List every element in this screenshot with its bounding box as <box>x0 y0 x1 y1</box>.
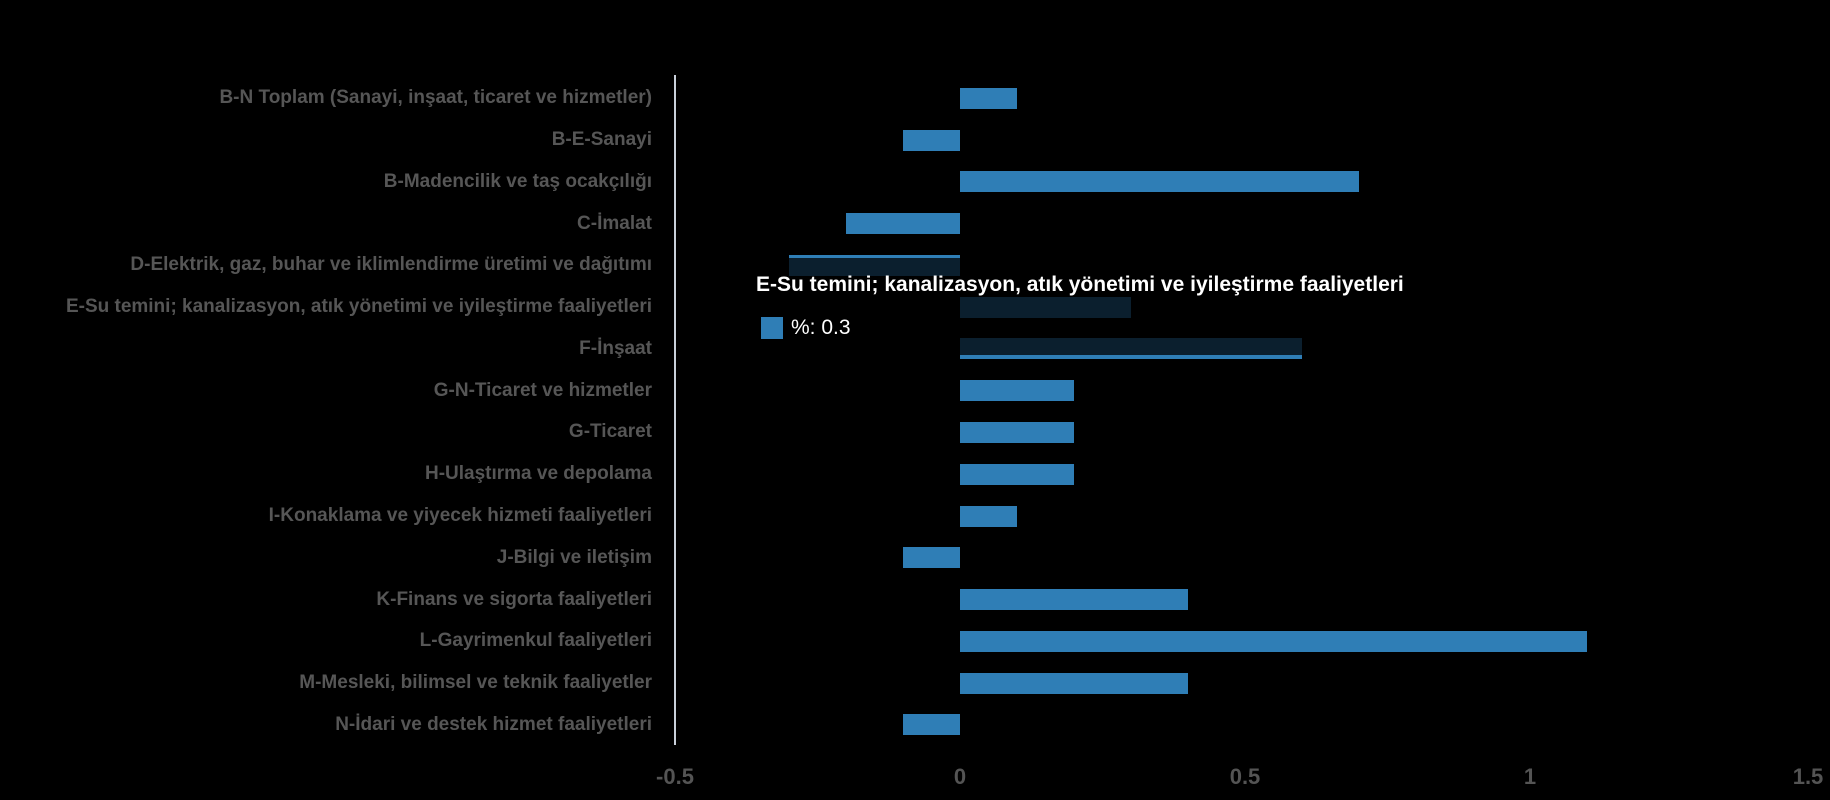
x-tick-label: 1.5 <box>1792 764 1824 789</box>
bar[interactable] <box>846 213 960 235</box>
bar[interactable] <box>960 589 1188 611</box>
bar[interactable] <box>960 380 1074 402</box>
category-label: H-Ulaştırma ve depolama <box>424 463 652 485</box>
bar[interactable] <box>903 129 960 151</box>
bar[interactable] <box>960 672 1188 694</box>
tooltip-title: E-Su temini; kanalizasyon, atık yönetimi… <box>756 273 1404 296</box>
category-label: D-Elektrik, gaz, buhar ve iklimlendirme … <box>130 254 652 276</box>
x-tick-label: -0.5 <box>656 764 694 789</box>
category-label: C-İmalat <box>577 212 652 234</box>
category-label: G-Ticaret <box>568 421 652 443</box>
category-label: E-Su temini; kanalizasyon, atık yönetimi… <box>65 296 652 318</box>
category-label: I-Konaklama ve yiyecek hizmeti faaliyetl… <box>268 505 652 526</box>
category-label: L-Gayrimenkul faaliyetleri <box>419 630 652 652</box>
bar[interactable] <box>960 87 1017 109</box>
category-label: B-N Toplam (Sanayi, inşaat, ticaret ve h… <box>219 87 652 109</box>
bar[interactable] <box>960 505 1017 527</box>
bar[interactable] <box>903 714 960 736</box>
bar[interactable] <box>960 171 1359 193</box>
category-label: M-Mesleki, bilimsel ve teknik faaliyetle… <box>299 672 652 694</box>
x-tick-label: 0 <box>953 764 967 789</box>
category-label: K-Finans ve sigorta faaliyetleri <box>376 588 652 610</box>
category-label: B-Madencilik ve taş ocakçılığı <box>383 170 652 192</box>
tooltip-row: %: 0.3 <box>761 316 1504 340</box>
x-tick-label: 0.5 <box>1229 764 1261 789</box>
y-axis-line <box>674 75 676 745</box>
tooltip: E-Su temini; kanalizasyon, atık yönetimi… <box>748 258 1512 355</box>
bar[interactable] <box>960 421 1074 443</box>
category-label: N-İdari ve destek hizmet faaliyetleri <box>335 713 652 735</box>
tooltip-value: %: 0.3 <box>791 316 851 339</box>
category-label: J-Bilgi ve iletişim <box>496 546 652 568</box>
category-label: G-N-Ticaret ve hizmetler <box>433 379 652 401</box>
bar[interactable] <box>903 547 960 569</box>
bar[interactable] <box>960 630 1587 652</box>
category-label: F-İnşaat <box>579 337 652 359</box>
x-tick-label: 1 <box>1523 764 1537 789</box>
category-label: B-E-Sanayi <box>551 129 652 151</box>
bar[interactable] <box>960 463 1074 485</box>
series-marker-icon <box>761 317 783 339</box>
